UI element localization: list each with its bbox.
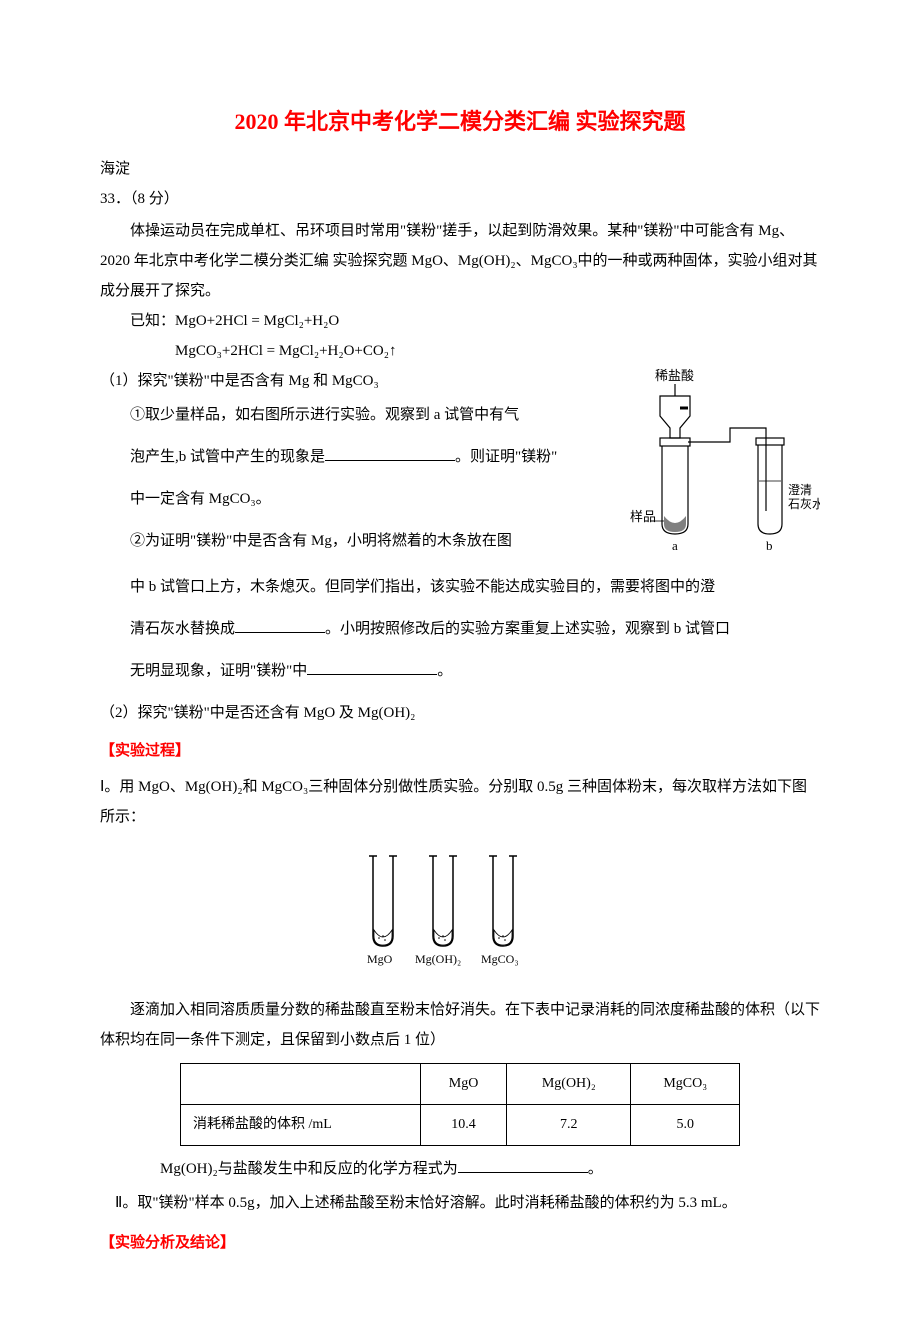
col-mgo: MgO xyxy=(421,1064,507,1105)
step-1-2d-pre: 无明显现象，证明"镁粉"中 xyxy=(130,663,307,679)
district-label: 海淀 xyxy=(100,154,820,184)
apparatus-diagram: 稀盐酸 样品 a 澄清 石灰水 b xyxy=(610,366,820,567)
step-1-2c-post: 。小明按照修改后的实验方案重复上述实验，观察到 b 试管口 xyxy=(325,621,730,637)
svg-text:MgO: MgO xyxy=(367,952,393,966)
neutralization-line: Mg(OH)₂与盐酸发生中和反应的化学方程式为 。 xyxy=(100,1154,820,1184)
val-mgo: 10.4 xyxy=(421,1105,507,1146)
process-II: Ⅱ。取"镁粉"样本 0.5g，加入上述稀盐酸至粉末恰好溶解。此时消耗稀盐酸的体积… xyxy=(100,1188,820,1218)
tubes-diagram: MgO Mg(OH)₂ MgCO₃ xyxy=(100,848,820,979)
intro-paragraph: 体操运动员在完成单杠、吊环项目时常用"镁粉"搓手，以起到防滑效果。某种"镁粉"中… xyxy=(100,216,820,306)
step-1-2d-post: 。 xyxy=(437,663,452,679)
neutralization-pre: Mg(OH)₂与盐酸发生中和反应的化学方程式为 xyxy=(160,1161,458,1177)
col-mgco3: MgCO₃ xyxy=(631,1064,740,1105)
known-equation-1: MgO+2HCl = MgCl₂+H₂O xyxy=(175,313,339,329)
step-1-2c: 清石灰水替换成 。小明按照修改后的实验方案重复上述实验，观察到 b 试管口 xyxy=(100,614,820,644)
known-label: 已知： xyxy=(130,313,175,329)
step-1-2c-pre: 清石灰水替换成 xyxy=(130,621,235,637)
document-title: 2020 年北京中考化学二模分类汇编 实验探究题 xyxy=(100,100,820,144)
svg-text:Mg(OH)₂: Mg(OH)₂ xyxy=(415,952,461,966)
step-1-2d: 无明显现象，证明"镁粉"中 。 xyxy=(100,656,820,686)
svg-text:石灰水: 石灰水 xyxy=(788,497,820,511)
val-mgco3: 5.0 xyxy=(631,1105,740,1146)
process-I-text2: 逐滴加入相同溶质质量分数的稀盐酸直至粉末恰好消失。在下表中记录消耗的同浓度稀盐酸… xyxy=(100,995,820,1055)
step-1-1c-text: 。则证明"镁粉" xyxy=(455,449,557,465)
blank-conclusion-1 xyxy=(307,657,437,675)
hcl-volume-table: MgO Mg(OH)₂ MgCO₃ 消耗稀盐酸的体积 /mL 10.4 7.2 … xyxy=(180,1063,740,1146)
analysis-header: 【实验分析及结论】 xyxy=(100,1228,820,1258)
acid-label: 稀盐酸 xyxy=(655,368,694,383)
process-I: Ⅰ。用 MgO、Mg(OH)₂和 MgCO₃三种固体分别做性质实验。分别取 0.… xyxy=(100,772,820,832)
svg-text:MgCO₃: MgCO₃ xyxy=(481,952,519,966)
col-mgoh2: Mg(OH)₂ xyxy=(507,1064,631,1105)
known-equation-2: MgCO₃+2HCl = MgCl₂+H₂O+CO₂↑ xyxy=(100,336,820,366)
svg-text:样品: 样品 xyxy=(630,509,656,524)
part2-title: （2）探究"镁粉"中是否还含有 MgO 及 Mg(OH)₂ xyxy=(100,698,820,728)
blank-equation xyxy=(458,1155,588,1173)
blank-phenomenon xyxy=(325,443,455,461)
svg-text:b: b xyxy=(766,538,773,553)
neutralization-post: 。 xyxy=(588,1161,603,1177)
val-mgoh2: 7.2 xyxy=(507,1105,631,1146)
svg-text:澄清: 澄清 xyxy=(788,482,812,497)
table-empty-corner xyxy=(181,1064,421,1105)
question-number: 33．（8 分） xyxy=(100,184,820,214)
step-1-2b: 中 b 试管口上方，木条熄灭。但同学们指出，该实验不能达成实验目的，需要将图中的… xyxy=(100,572,820,602)
process-header: 【实验过程】 xyxy=(100,736,820,766)
known-line-1: 已知：MgO+2HCl = MgCl₂+H₂O xyxy=(100,306,820,336)
blank-replacement xyxy=(235,615,325,633)
step-1-1b-text: 泡产生,b 试管中产生的现象是 xyxy=(130,449,325,465)
row-label: 消耗稀盐酸的体积 /mL xyxy=(181,1105,421,1146)
svg-text:a: a xyxy=(672,538,678,553)
